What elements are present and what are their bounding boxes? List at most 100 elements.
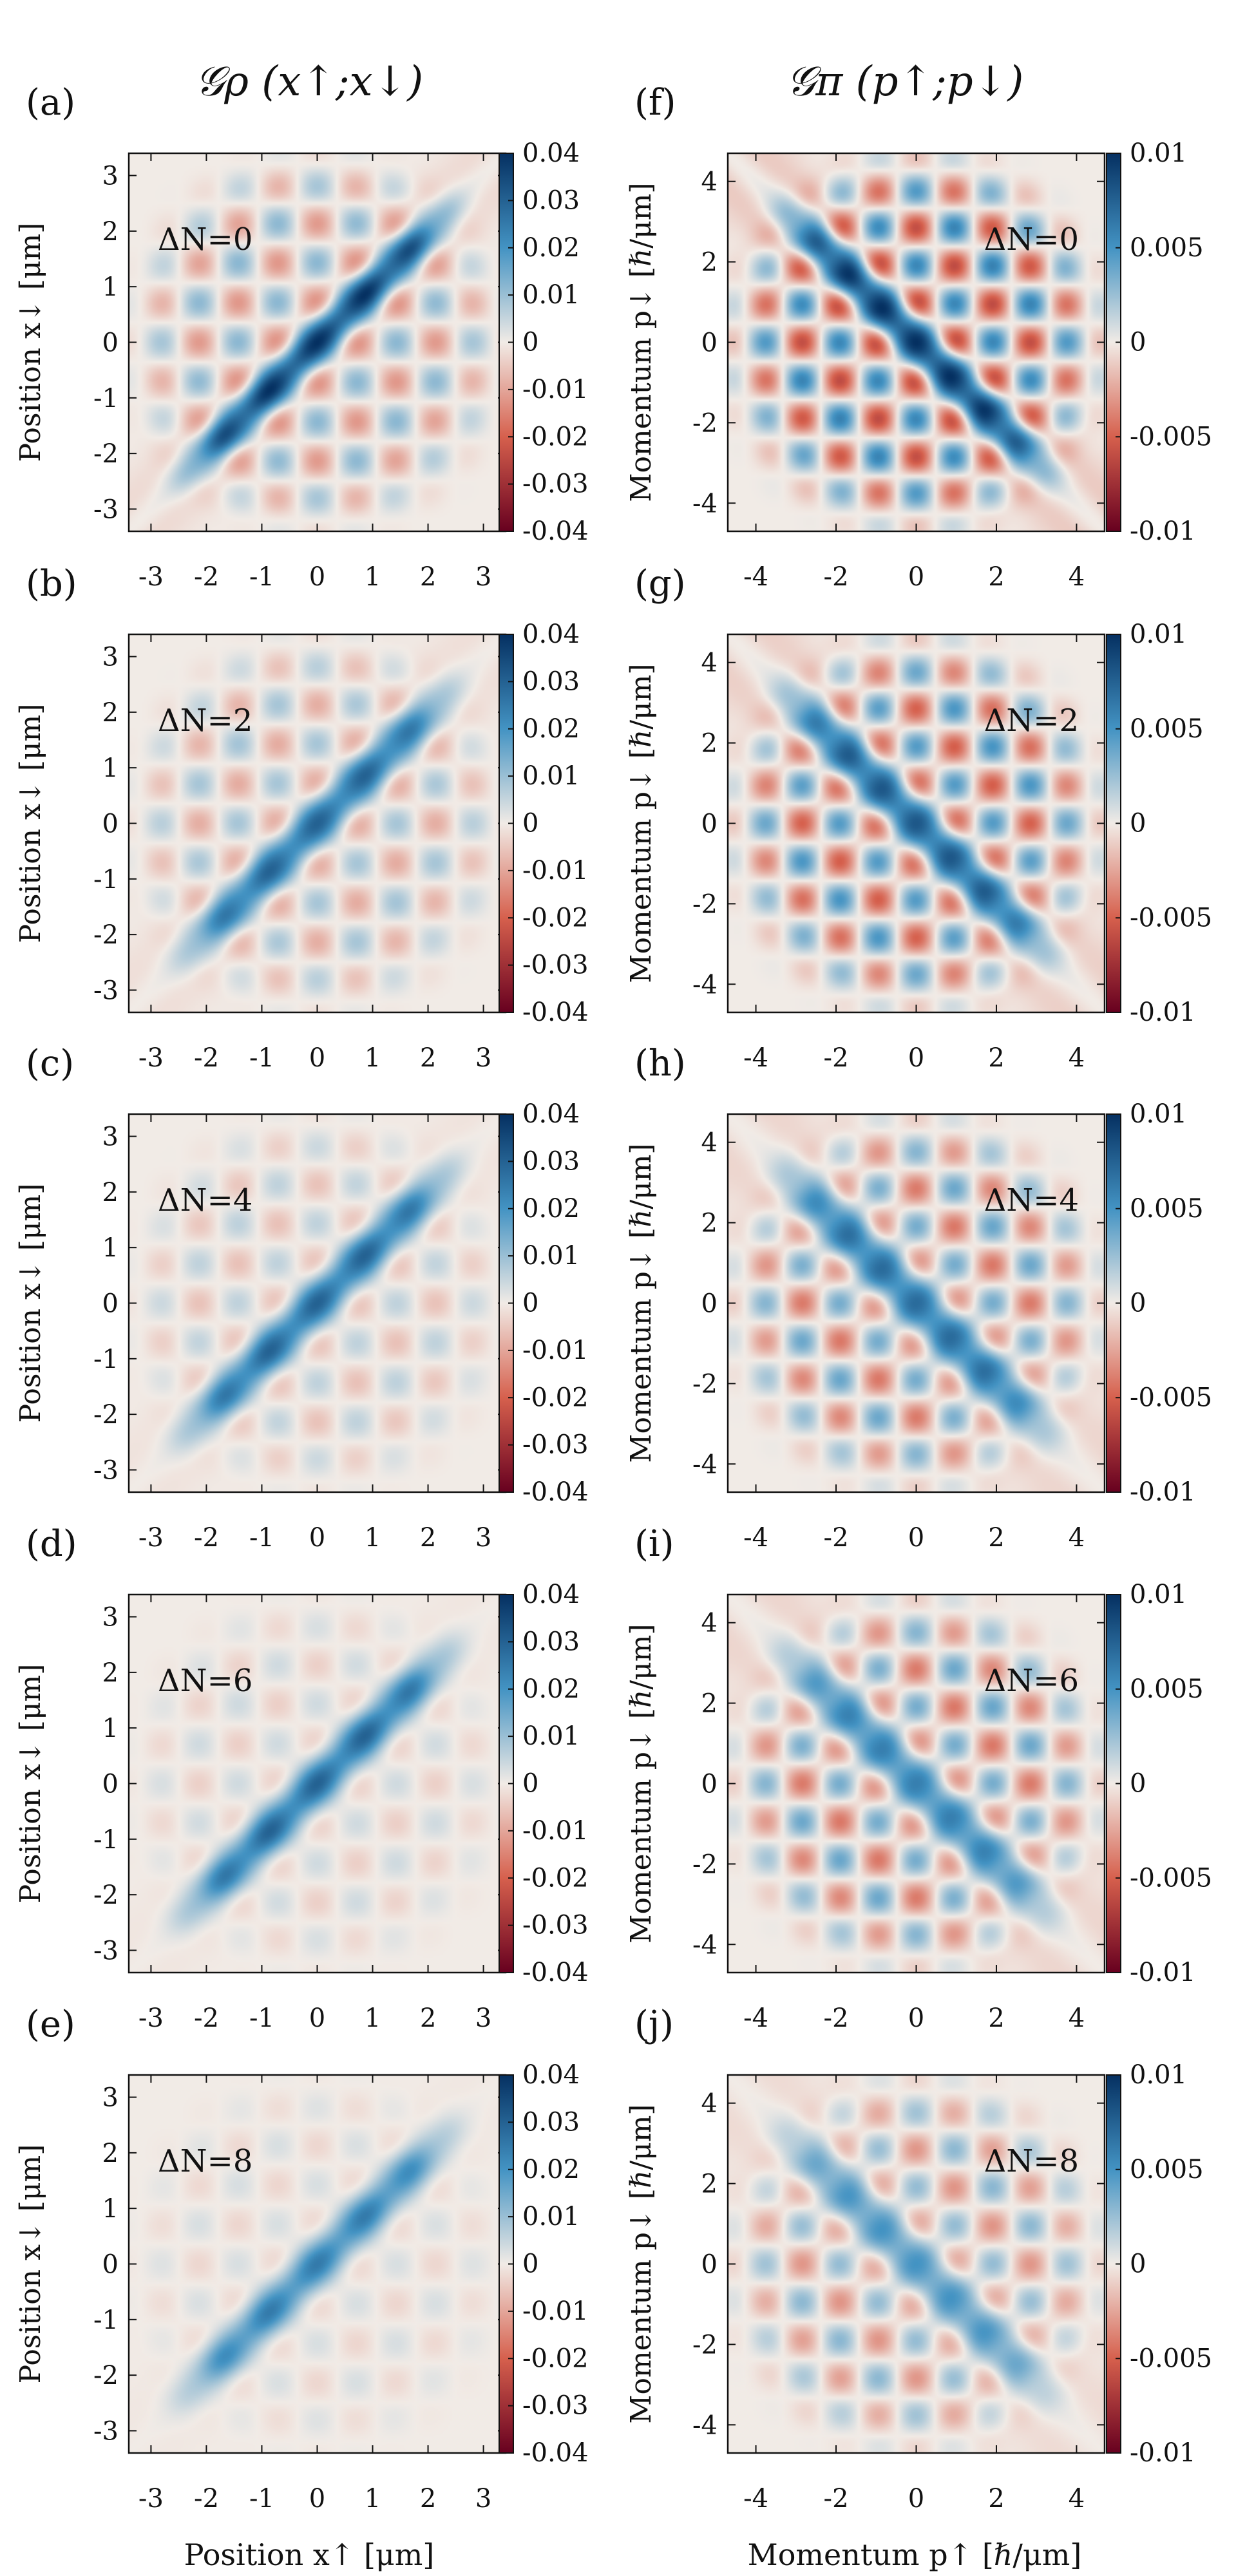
colorbar-tick-label: -0.03 (522, 469, 589, 499)
panel-label: (j) (634, 2003, 674, 2045)
x-tick-label: -3 (138, 1043, 164, 1073)
x-tick-label: 2 (988, 2003, 1004, 2033)
y-tick-label: -4 (692, 970, 718, 999)
heatmap-image (129, 634, 506, 1012)
y-axis-title: Momentum p↓ [ℏ/μm] (625, 182, 658, 502)
colorbar-tick-label: -0.01 (1130, 2438, 1196, 2468)
y-tick-label: -2 (93, 1880, 119, 1910)
heatmap-image (129, 2075, 506, 2453)
y-tick-label: 2 (102, 2139, 119, 2168)
panel-label: (a) (26, 82, 75, 124)
colorbar-tick-label: -0.01 (522, 1816, 589, 1846)
colorbar-tick-label: -0.01 (1130, 516, 1196, 546)
y-tick-label: -3 (93, 495, 119, 524)
x-tick-label: -3 (138, 2003, 164, 2033)
x-tick-label: -2 (194, 2003, 219, 2033)
panel-i: (i) ΔN=6 -4 -2 0 2 4 -4 -2 0 2 4 Momentum p↓ [ℏ/μm] 0… (625, 1523, 1212, 2033)
colorbar-tick-label: 0.01 (522, 280, 580, 310)
colorbar-tick-label: 0.03 (522, 185, 580, 215)
colorbar-tick-label: 0.005 (1130, 1194, 1204, 1224)
x-tick-label: -4 (743, 1523, 768, 1553)
heatmap-image (129, 153, 506, 531)
colorbar-tick-label: 0.005 (1130, 2155, 1204, 2184)
y-tick-label: 4 (701, 1609, 718, 1638)
x-tick-label: -2 (824, 1043, 849, 1073)
colorbar-tick-label: -0.02 (522, 2344, 589, 2373)
panel-label: (h) (634, 1043, 686, 1084)
y-tick-label: -3 (93, 2416, 119, 2446)
y-tick-label: -4 (692, 1930, 718, 1960)
x-tick-label: 0 (309, 2484, 325, 2514)
y-axis-title: Position x↓ [μm] (14, 1664, 47, 1904)
x-tick-label: 2 (420, 1043, 436, 1073)
heatmap-image (129, 1595, 506, 1973)
colorbar-tick-label: 0.01 (522, 761, 580, 791)
y-tick-label: -1 (93, 1825, 119, 1855)
x-tick-label: -1 (249, 1043, 274, 1073)
y-tick-label: 0 (102, 1770, 119, 1799)
colorbar-tick-label: 0 (1130, 328, 1146, 357)
x-tick-label: 0 (309, 1043, 325, 1073)
colorbar-tick-label: 0 (522, 2249, 538, 2279)
y-tick-label: -1 (93, 384, 119, 413)
y-tick-label: -2 (692, 1369, 718, 1399)
colorbar-tick-label: -0.02 (522, 1383, 589, 1412)
y-tick-label: 2 (701, 1689, 718, 1719)
colorbar-tick-label: 0 (522, 1289, 538, 1318)
x-tick-label: 1 (365, 2003, 381, 2033)
x-tick-label: -2 (824, 562, 849, 592)
colorbar-tick-label: 0.04 (522, 2060, 580, 2090)
y-tick-label: 0 (701, 2250, 718, 2280)
y-tick-label: 2 (701, 1209, 718, 1238)
y-tick-label: -3 (93, 976, 119, 1005)
colorbar-tick-label: 0.03 (522, 1627, 580, 1656)
x-tick-label: 2 (420, 1523, 436, 1553)
panel-b: (b) ΔN=2 -3 -2 -1 0 1 2 3 -3 -2 -1 0 1 2 3 Position x↓ [… (14, 563, 589, 1073)
y-tick-label: -2 (692, 2330, 718, 2360)
x-tick-label: -2 (194, 1043, 219, 1073)
colorbar-tick-label: 0.03 (522, 1146, 580, 1176)
x-tick-label: 1 (365, 562, 381, 592)
x-tick-label: -2 (194, 1523, 219, 1553)
x-axis-title-right: Momentum p↑ [ℏ/μm] (748, 2537, 1082, 2572)
y-tick-label: -3 (93, 1936, 119, 1965)
x-tick-label: -3 (138, 2484, 164, 2514)
x-tick-label: 4 (1069, 2003, 1085, 2033)
y-tick-label: 0 (102, 2250, 119, 2280)
colorbar-tick-label: 0 (522, 1769, 538, 1799)
x-tick-label: 2 (988, 1043, 1004, 1073)
y-tick-label: 2 (102, 1658, 119, 1688)
x-tick-label: -4 (743, 562, 768, 592)
x-tick-label: -4 (743, 1043, 768, 1073)
y-tick-label: -1 (93, 865, 119, 895)
colorbar-tick-label: -0.005 (1130, 422, 1212, 451)
colorbar-tick-label: 0.01 (1130, 1099, 1187, 1129)
colorbar-tick-label: -0.02 (522, 1863, 589, 1893)
colorbar-tick-label: -0.04 (522, 1477, 589, 1507)
colorbar-tick-label: -0.04 (522, 2438, 589, 2468)
y-tick-label: 0 (102, 1289, 119, 1319)
y-tick-label: -1 (93, 1345, 119, 1374)
x-tick-label: 0 (309, 562, 325, 592)
x-tick-label: 3 (475, 2484, 491, 2514)
colorbar-tick-label: 0.02 (522, 1194, 580, 1224)
x-tick-label: 2 (988, 2484, 1004, 2514)
colorbar-tick-label: 0.01 (1130, 2060, 1187, 2090)
x-tick-label: 0 (309, 2003, 325, 2033)
y-tick-label: -4 (692, 489, 718, 518)
panel-annotation: ΔN=8 (984, 2143, 1079, 2179)
x-tick-label: -2 (824, 2484, 849, 2514)
panel-g: (g) ΔN=2 -4 -2 0 2 4 -4 -2 0 2 4 Momentum p↓ [ℏ/μm] 0… (625, 563, 1212, 1073)
panel-j: (j) ΔN=8 -4 -2 0 2 4 -4 -2 0 2 4 Momentum p↓ [ℏ/μm] 0… (625, 2003, 1212, 2514)
y-axis-title: Position x↓ [μm] (14, 223, 47, 462)
colorbar-tick-label: 0.03 (522, 667, 580, 696)
y-tick-label: -2 (692, 889, 718, 919)
x-tick-label: 0 (908, 1043, 924, 1073)
x-tick-label: 3 (475, 1523, 491, 1553)
panel-label: (f) (634, 82, 676, 124)
x-tick-label: 0 (908, 2484, 924, 2514)
y-tick-label: -2 (93, 920, 119, 950)
y-tick-label: 1 (102, 753, 119, 783)
x-tick-label: -1 (249, 1523, 274, 1553)
